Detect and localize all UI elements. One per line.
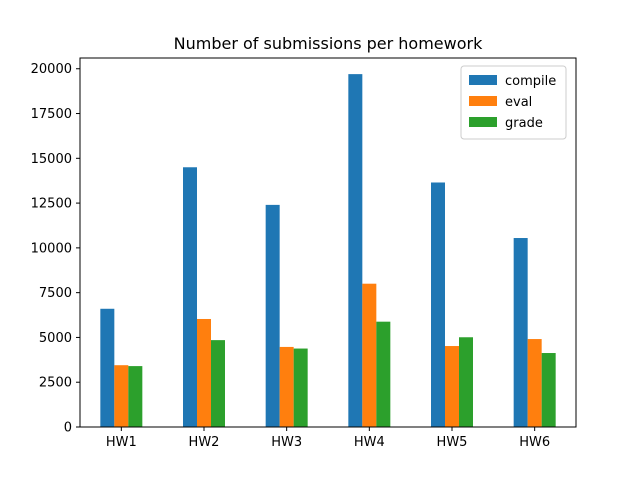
y-tick-label: 17500 <box>31 107 72 122</box>
y-tick-label: 0 <box>64 421 72 436</box>
y-axis: 0 2500 5000 7500 10000 12500 15000 17500 20000 <box>31 62 80 436</box>
legend-swatch-grade <box>469 117 497 127</box>
bar-compile-hw2 <box>183 167 197 428</box>
chart-title: Number of submissions per homework <box>174 34 483 53</box>
bar-eval-hw5 <box>445 346 459 427</box>
legend-label-eval: eval <box>505 95 532 110</box>
x-tick-label: HW5 <box>437 435 468 450</box>
bar-eval-hw6 <box>527 339 542 427</box>
y-tick-label: 12500 <box>31 197 72 212</box>
bar-compile-hw3 <box>265 204 280 427</box>
legend-label-grade: grade <box>505 116 543 131</box>
x-tick-label: HW6 <box>519 435 550 450</box>
legend: compile eval grade <box>460 65 567 140</box>
bar-grade-hw6 <box>541 353 556 427</box>
bar-grade-hw2 <box>211 340 225 427</box>
x-tick-label: HW2 <box>189 435 220 450</box>
y-tick-label: 15000 <box>31 152 72 167</box>
y-tick-label: 10000 <box>31 241 72 256</box>
bars-group <box>100 74 556 428</box>
x-tick-label: HW4 <box>354 435 385 450</box>
bar-grade-hw5 <box>459 337 473 427</box>
legend-label-compile: compile <box>505 74 556 89</box>
bar-compile-hw5 <box>431 182 445 427</box>
bar-grade-hw3 <box>293 348 308 427</box>
legend-swatch-eval <box>469 96 497 106</box>
bar-compile-hw1 <box>100 308 115 427</box>
plot-frame <box>79 57 577 428</box>
bar-eval-hw1 <box>114 365 129 427</box>
legend-swatch-compile <box>469 75 497 85</box>
bar-compile-hw4 <box>348 74 363 427</box>
bar-eval-hw3 <box>279 346 294 427</box>
y-tick-label: 7500 <box>39 286 72 301</box>
bar-eval-hw4 <box>362 283 377 427</box>
x-tick-label: HW3 <box>271 435 302 450</box>
y-tick-label: 5000 <box>39 331 72 346</box>
x-axis: HW1 HW2 HW3 HW4 HW5 HW6 <box>106 427 550 450</box>
x-tick-label: HW1 <box>106 435 137 450</box>
bar-grade-hw1 <box>128 366 143 427</box>
bar-grade-hw4 <box>376 321 391 427</box>
bar-compile-hw6 <box>513 238 528 427</box>
y-tick-label: 2500 <box>39 376 72 391</box>
bar-eval-hw2 <box>197 318 211 427</box>
y-tick-label: 20000 <box>31 62 72 77</box>
